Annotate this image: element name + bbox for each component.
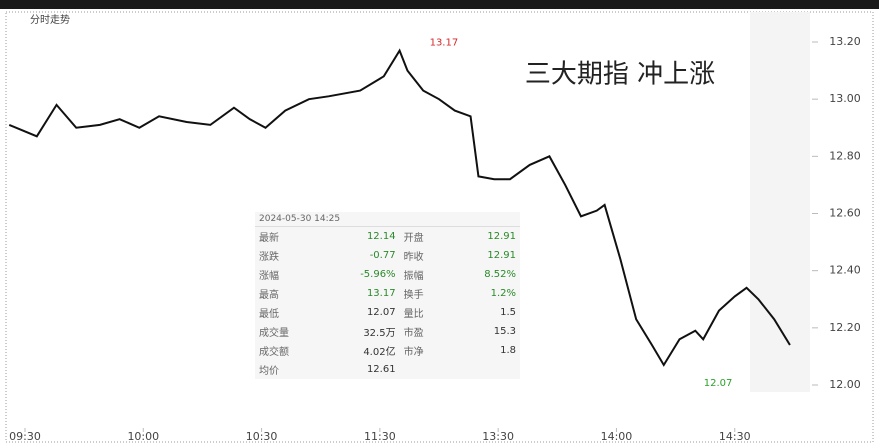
panel-row: 最低 12.07 量比 1.5 <box>255 303 520 322</box>
x-tick-label: 11:30 <box>364 430 396 443</box>
y-tick-label: 13.20 <box>829 35 861 48</box>
panel-value: 13.17 <box>366 288 396 299</box>
panel-label: 成交额 <box>259 347 289 358</box>
panel-row: 均价 12.61 <box>255 360 520 379</box>
panel-value: 1.8 <box>500 345 516 356</box>
panel-value: 15.3 <box>493 326 516 337</box>
x-tick-label: 14:30 <box>719 430 751 443</box>
panel-label: 最低 <box>259 309 279 320</box>
panel-value: 12.61 <box>366 364 396 375</box>
panel-label: 量比 <box>403 309 424 320</box>
low-label: 12.07 <box>704 378 733 389</box>
panel-table: 最新 12.14 开盘 12.91 涨跌 -0.77 昨收 12.91 涨幅 -5.96% 振幅 8.… <box>255 227 520 379</box>
y-tick-label: 13.00 <box>829 92 861 105</box>
top-bar <box>0 0 879 9</box>
panel-value: -0.77 <box>369 250 396 261</box>
panel-label: 振幅 <box>403 271 424 282</box>
panel-value: 4.02亿 <box>363 347 396 358</box>
y-tick-label: 12.60 <box>829 207 861 220</box>
shade <box>750 12 810 392</box>
panel-label: 开盘 <box>403 233 424 244</box>
panel-value: 1.5 <box>500 307 516 318</box>
x-tick-label: 10:00 <box>127 430 159 443</box>
panel-value: 12.07 <box>366 307 396 318</box>
panel-row: 涨跌 -0.77 昨收 12.91 <box>255 246 520 265</box>
panel-label: 涨跌 <box>259 252 279 263</box>
panel-value: 32.5万 <box>363 328 396 339</box>
panel-label: 最高 <box>259 290 279 301</box>
frame <box>5 11 874 443</box>
panel-row: 最高 13.17 换手 1.2% <box>255 284 520 303</box>
x-tick-label: 09:30 <box>9 430 41 443</box>
subtitle: 分时走势 <box>30 13 70 26</box>
panel-value: 12.14 <box>366 231 396 242</box>
panel-row: 成交量 32.5万 市盈 15.3 <box>255 322 520 341</box>
panel-row: 涨幅 -5.96% 振幅 8.52% <box>255 265 520 284</box>
panel-value: 8.52% <box>484 269 516 280</box>
panel-value: 12.91 <box>487 250 516 261</box>
panel-value <box>449 360 520 379</box>
x-tick-label: 10:30 <box>246 430 278 443</box>
y-tick-label: 12.80 <box>829 149 861 162</box>
x-tick-label: 14:00 <box>601 430 633 443</box>
panel-label: 最新 <box>259 233 279 244</box>
panel-label: 成交量 <box>259 328 289 339</box>
panel-value: -5.96% <box>360 269 396 280</box>
panel-label: 换手 <box>403 290 424 301</box>
y-tick-label: 12.00 <box>829 378 861 391</box>
panel-value: 1.2% <box>490 288 516 299</box>
price-line <box>8 48 791 367</box>
x-tick-label: 13:30 <box>482 430 514 443</box>
panel-label: 昨收 <box>403 252 424 263</box>
panel-label: 市净 <box>403 347 424 358</box>
panel-value: 12.91 <box>487 231 516 242</box>
panel-title: 2024-05-30 14:25 <box>255 212 520 227</box>
watermark-title: 三大期指 冲上涨 <box>525 60 715 90</box>
panel-label: 市盈 <box>403 328 424 339</box>
panel-label: 均价 <box>259 366 279 377</box>
panel-row: 成交额 4.02亿 市净 1.8 <box>255 341 520 360</box>
y-tick-label: 12.40 <box>829 264 861 277</box>
panel-label: 涨幅 <box>259 271 279 282</box>
panel-row: 最新 12.14 开盘 12.91 <box>255 227 520 246</box>
panel-label <box>400 360 450 379</box>
info-panel: 2024-05-30 14:25 最新 12.14 开盘 12.91 涨跌 -0.77 昨收 1… <box>255 212 520 379</box>
high-label: 13.17 <box>430 38 459 49</box>
y-tick-label: 12.20 <box>829 321 861 334</box>
